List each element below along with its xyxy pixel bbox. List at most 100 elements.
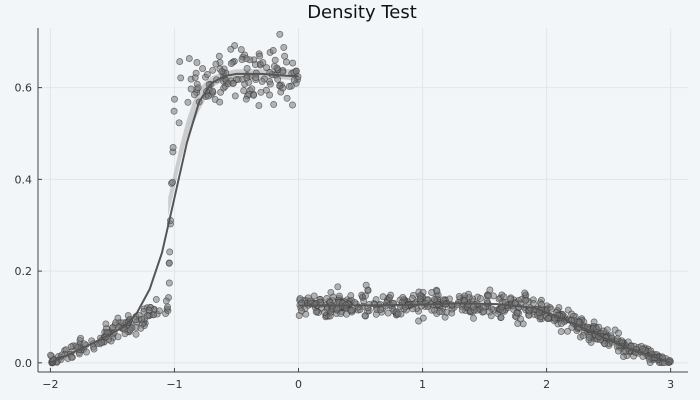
data-point <box>585 333 593 341</box>
x-tick-label: 1 <box>419 378 426 391</box>
data-point <box>243 74 251 82</box>
data-point <box>408 294 416 302</box>
data-point <box>82 348 90 356</box>
data-point <box>114 333 122 341</box>
data-point <box>321 308 329 316</box>
data-point <box>362 281 370 289</box>
data-point <box>480 308 488 316</box>
data-point <box>47 351 55 359</box>
data-point <box>217 88 225 96</box>
data-point <box>252 74 260 81</box>
data-point <box>557 328 565 336</box>
data-point <box>387 291 395 299</box>
data-point <box>187 85 195 93</box>
chart-title: Density Test <box>307 2 417 23</box>
data-point <box>544 315 552 323</box>
axes: −2 −1 0 1 2 3 0.0 0.2 0.4 0.6 <box>15 28 688 391</box>
data-point <box>138 315 146 323</box>
data-point <box>212 60 220 68</box>
data-point <box>329 293 337 301</box>
data-point <box>497 313 505 321</box>
data-point <box>639 345 647 353</box>
data-point <box>348 306 356 314</box>
scatter-points <box>47 30 674 367</box>
data-point <box>215 52 223 60</box>
data-point <box>203 70 211 78</box>
data-point <box>238 56 246 63</box>
data-point <box>175 119 183 127</box>
data-point <box>455 293 463 300</box>
data-point <box>204 92 212 100</box>
data-point <box>430 295 438 303</box>
data-point <box>285 83 293 90</box>
data-point <box>164 303 172 311</box>
data-point <box>579 332 587 340</box>
data-point <box>486 286 494 294</box>
y-tick-label: 0.6 <box>15 82 33 95</box>
data-point <box>250 91 258 99</box>
data-point <box>334 283 342 291</box>
data-point <box>227 60 235 67</box>
data-point <box>280 43 288 51</box>
data-point <box>273 64 281 72</box>
data-point <box>310 292 318 300</box>
data-point <box>137 324 145 332</box>
data-point <box>289 101 296 109</box>
data-point <box>343 310 350 318</box>
data-point <box>255 102 263 110</box>
data-point <box>419 314 427 322</box>
data-point <box>169 144 177 151</box>
data-point <box>77 334 85 342</box>
data-point <box>538 300 546 308</box>
data-point <box>500 293 508 301</box>
data-point <box>436 308 444 316</box>
data-point <box>185 55 193 63</box>
data-point <box>289 59 297 67</box>
data-point <box>248 85 256 93</box>
data-point <box>521 289 529 297</box>
data-point <box>259 59 267 67</box>
data-point <box>257 88 265 96</box>
data-point <box>170 107 178 115</box>
data-point <box>192 69 200 77</box>
data-point <box>169 178 176 186</box>
data-point <box>266 91 274 99</box>
data-point <box>166 248 174 256</box>
x-tick-label: −1 <box>166 378 182 391</box>
data-point <box>176 58 184 66</box>
data-point <box>171 95 178 103</box>
data-point <box>194 84 202 92</box>
data-point <box>298 307 306 315</box>
data-point <box>416 295 424 303</box>
data-point <box>231 92 239 100</box>
data-point <box>258 77 266 85</box>
data-point <box>114 314 122 322</box>
data-point <box>614 347 622 355</box>
data-point <box>209 66 217 74</box>
data-point <box>615 329 623 337</box>
data-point <box>384 309 392 317</box>
y-tick-label: 0.2 <box>15 265 33 278</box>
data-point <box>283 94 291 102</box>
data-point <box>312 308 320 316</box>
data-point <box>361 312 369 320</box>
data-point <box>470 314 477 322</box>
data-point <box>126 326 134 334</box>
x-tick-label: 2 <box>543 378 550 391</box>
x-tick-label: −2 <box>42 378 58 391</box>
data-point <box>132 330 140 338</box>
data-point <box>155 307 163 315</box>
data-point <box>377 306 385 313</box>
data-point <box>229 80 237 87</box>
data-point <box>243 65 251 72</box>
data-point <box>90 345 98 353</box>
confidence-band <box>168 69 299 217</box>
data-point <box>237 46 245 54</box>
data-point <box>547 305 555 313</box>
data-point <box>274 75 282 83</box>
band-area <box>168 69 299 217</box>
data-point <box>276 30 284 38</box>
data-point <box>227 45 235 53</box>
data-point <box>618 337 626 345</box>
